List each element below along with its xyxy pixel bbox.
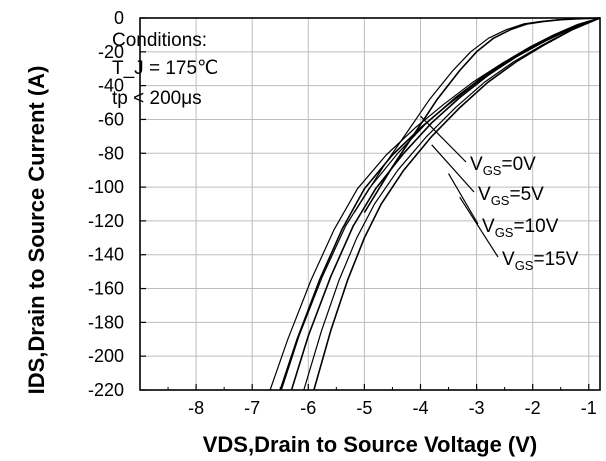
series-label: VGS=5V <box>478 184 544 208</box>
x-tick-label: -7 <box>244 398 260 418</box>
label-arrow <box>420 115 467 163</box>
y-tick-label: -20 <box>98 42 124 62</box>
conditions-title: Conditions: <box>112 30 207 51</box>
series-line <box>313 17 601 391</box>
y-tick-label: -100 <box>88 177 124 197</box>
y-tick-label: -160 <box>88 279 124 299</box>
y-tick-label: -220 <box>88 380 124 400</box>
y-tick-label: -200 <box>88 346 124 366</box>
conditions-tj: T_J = 175℃ <box>112 58 218 79</box>
x-tick-label: -2 <box>525 398 541 418</box>
y-tick-label: -120 <box>88 211 124 231</box>
y-tick-label: -60 <box>98 109 124 129</box>
series-line-return <box>303 17 601 391</box>
plot-frame <box>139 17 601 391</box>
series-line-return <box>269 17 601 391</box>
curves <box>269 17 601 391</box>
label-arrow <box>448 173 479 225</box>
series-label: VGS=0V <box>470 154 536 178</box>
y-tick-label: -40 <box>98 76 124 96</box>
y-axis-label: IDS,Drain to Source Current (A) <box>24 66 49 395</box>
x-tick-label: -6 <box>300 398 316 418</box>
x-tick-label: -5 <box>356 398 372 418</box>
series-label: VGS=10V <box>482 216 559 240</box>
x-tick-label: -8 <box>188 398 204 418</box>
curve-label-arrows <box>420 115 499 258</box>
label-arrow <box>431 144 475 193</box>
series-labels: VGS=0V VGS=5V VGS=10V VGS=15V <box>470 154 579 273</box>
x-tick-label: -3 <box>469 398 485 418</box>
series-line-return <box>353 17 601 213</box>
x-tick-label: -4 <box>412 398 428 418</box>
x-axis-label: VDS,Drain to Source Voltage (V) <box>203 432 538 457</box>
series-label: VGS=15V <box>502 249 579 273</box>
label-arrow <box>459 196 499 258</box>
y-tick-label: 0 <box>114 8 124 28</box>
ticks: -8 -7 -6 -5 -4 -3 -2 -1 0 -20 -40 -60 -80 -100 -120 -14… <box>88 8 597 418</box>
x-tick-label: -1 <box>581 398 597 418</box>
y-tick-label: -180 <box>88 312 124 332</box>
series-line <box>290 17 601 391</box>
y-tick-label: -140 <box>88 245 124 265</box>
conditions-tp: tp < 200μs <box>112 88 202 109</box>
y-tick-label: -80 <box>98 143 124 163</box>
